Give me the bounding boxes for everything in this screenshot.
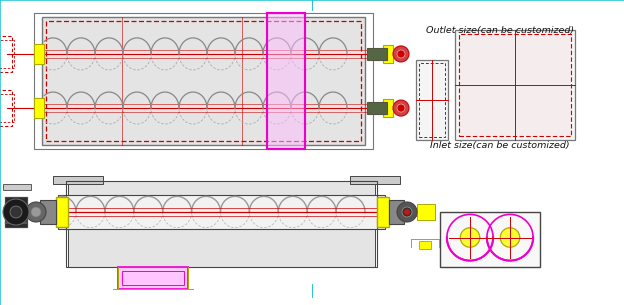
Bar (383, 99, 393, 117)
Bar (350, 176, 400, 184)
Bar (34, 44, 44, 64)
Bar (459, 34, 571, 136)
Bar (34, 98, 44, 118)
Circle shape (31, 207, 41, 217)
Bar (0, 94, 14, 122)
Bar (53, 176, 103, 184)
Circle shape (3, 199, 29, 225)
Bar (419, 241, 431, 249)
Text: Inlet size(can be customized): Inlet size(can be customized) (430, 141, 570, 150)
Circle shape (397, 202, 417, 222)
Circle shape (500, 228, 520, 247)
Bar (455, 30, 575, 140)
Circle shape (397, 104, 405, 112)
Bar (389, 200, 404, 224)
Circle shape (393, 100, 409, 116)
Circle shape (393, 46, 409, 62)
Bar (68, 229, 375, 267)
Bar (367, 48, 387, 60)
Bar (3, 184, 31, 190)
Circle shape (461, 228, 480, 247)
Bar (440, 212, 540, 267)
Bar (40, 200, 56, 224)
Bar (42, 17, 365, 145)
Bar (122, 271, 184, 285)
Bar (66, 181, 377, 267)
Bar (118, 267, 188, 289)
Bar (58, 195, 385, 229)
Circle shape (397, 50, 405, 58)
Bar (68, 181, 375, 195)
Bar (0, 90, 12, 126)
Circle shape (10, 206, 22, 218)
Bar (267, 13, 305, 149)
Bar (267, 13, 305, 149)
Bar (0, 40, 14, 68)
Bar (417, 204, 435, 220)
Bar (383, 45, 393, 63)
Bar (34, 13, 373, 149)
Bar (419, 63, 445, 137)
Bar (459, 34, 571, 136)
Bar (416, 60, 448, 140)
Bar (56, 197, 68, 227)
Bar (0, 36, 12, 72)
Bar (377, 197, 389, 227)
Bar (5, 221, 27, 224)
Bar (5, 204, 27, 207)
Bar (367, 102, 387, 114)
Bar (46, 21, 361, 141)
Text: Outlet size(can be customized): Outlet size(can be customized) (426, 26, 574, 35)
Bar (5, 214, 27, 217)
Circle shape (404, 209, 410, 215)
Circle shape (26, 202, 46, 222)
Circle shape (402, 207, 412, 217)
Bar (5, 197, 27, 227)
